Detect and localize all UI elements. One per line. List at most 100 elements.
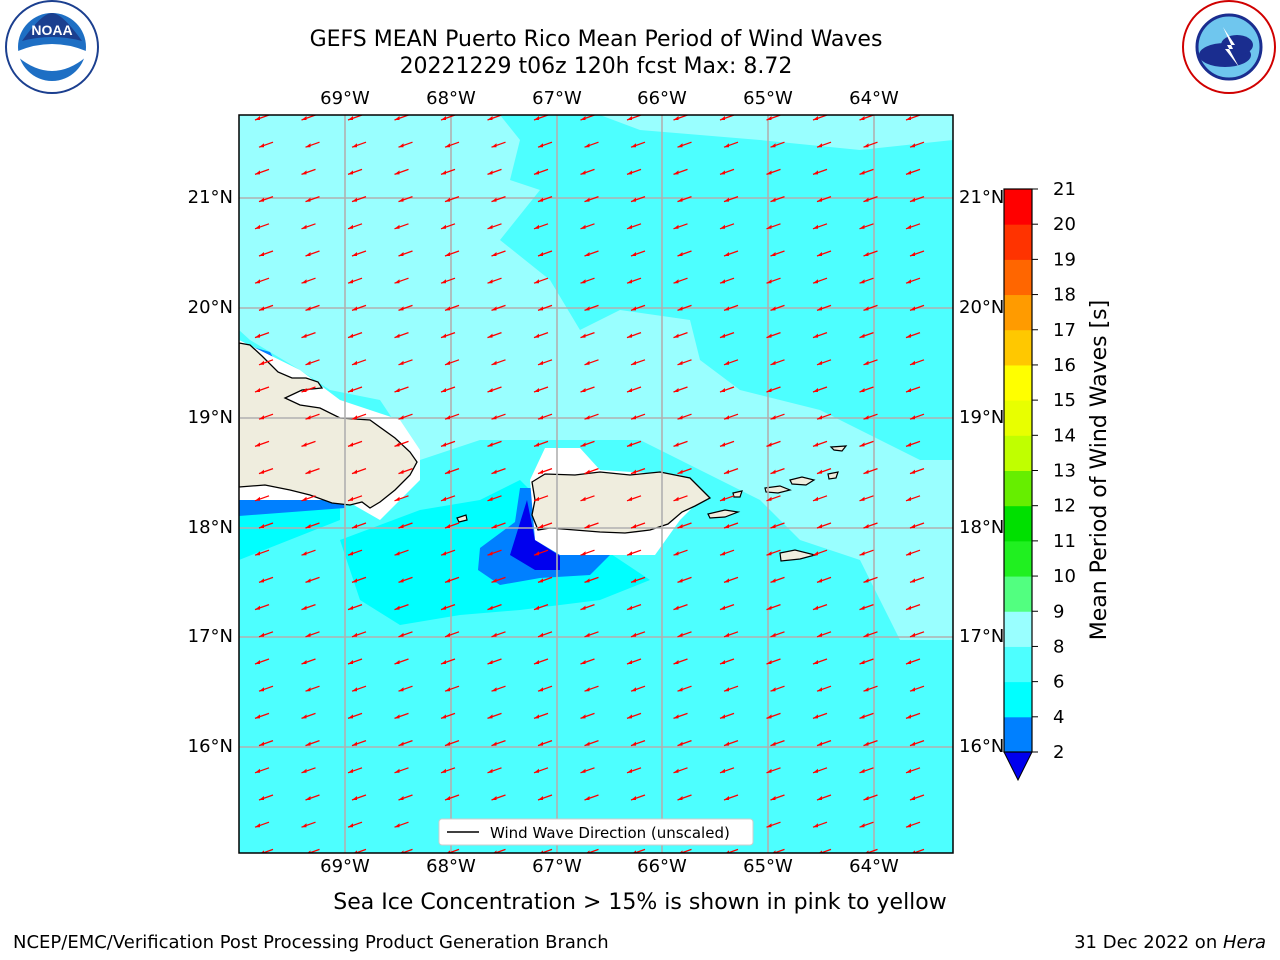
wave-direction-arrowhead <box>259 306 264 311</box>
wave-direction-arrowhead <box>673 333 679 338</box>
wave-direction-arrowhead <box>813 442 818 447</box>
wave-direction-arrowhead <box>863 687 869 692</box>
wave-direction-arrowhead <box>766 605 772 610</box>
wave-direction-arrowhead <box>580 660 586 664</box>
wave-direction-arrowhead <box>863 796 869 800</box>
colorbar-tick-label: 2 <box>1053 742 1064 763</box>
wave-direction-arrowhead <box>906 333 911 338</box>
wave-direction-arrowhead <box>487 116 493 120</box>
lon-tick-bottom: 69°W <box>320 856 370 877</box>
wave-direction-arrowhead <box>538 796 543 800</box>
wave-direction-arrowhead <box>584 578 590 583</box>
wave-direction-arrowhead <box>305 415 311 420</box>
colorbar-segment <box>1004 470 1032 507</box>
wave-direction-arrowhead <box>259 252 264 256</box>
puerto-rico-land <box>531 471 712 534</box>
wave-direction-arrowhead <box>580 714 586 719</box>
wave-direction-arrowhead <box>677 741 683 746</box>
vieques-island <box>707 509 741 519</box>
graticule <box>239 115 953 853</box>
wave-direction-arrowhead <box>538 360 543 365</box>
wave-direction-arrowhead <box>487 333 493 338</box>
wave-direction-arrowhead <box>584 469 590 474</box>
wave-direction-arrowhead <box>259 796 264 800</box>
wave-direction-arrowhead <box>766 279 772 284</box>
lat-tick-left: 16°N <box>187 736 233 757</box>
wave-direction-arrowhead <box>445 687 450 692</box>
lon-tick-bottom: 68°W <box>426 856 476 877</box>
wave-direction-arrowhead <box>301 660 307 664</box>
wave-direction-arrowhead <box>538 632 543 637</box>
wave-direction-arrowhead <box>766 660 772 664</box>
wave-direction-arrowhead <box>677 415 683 420</box>
wave-direction-arrowhead <box>348 551 353 556</box>
wave-direction-arrowhead <box>255 605 260 610</box>
colorbar-tick-label: 6 <box>1053 672 1064 693</box>
wave-direction-arrowhead <box>627 660 632 664</box>
wave-direction-arrowhead <box>491 578 497 583</box>
wave-direction-arrowhead <box>910 632 915 637</box>
wave-direction-arrowhead <box>398 360 404 365</box>
noaa-logo-text: NOAA <box>31 22 72 38</box>
wave-direction-arrowhead <box>720 660 725 664</box>
colorbar-segment <box>1004 259 1032 296</box>
wave-direction-arrowhead <box>398 415 404 420</box>
wave-direction-arrowhead <box>631 741 636 746</box>
wave-direction-arrowhead <box>673 388 679 392</box>
wave-direction-arrowhead <box>394 442 400 447</box>
wave-direction-arrowhead <box>910 306 915 311</box>
wave-direction-arrowhead <box>673 224 679 229</box>
wave-direction-arrowhead <box>538 252 543 256</box>
wave-direction-arrowhead <box>720 333 725 338</box>
wave-direction-arrowhead <box>398 632 404 637</box>
wave-direction-arrowhead <box>394 605 400 610</box>
wave-direction-arrowhead <box>441 279 446 284</box>
lon-tick-top: 65°W <box>743 88 793 109</box>
wave-direction-arrowhead <box>720 714 725 719</box>
wave-direction-arrowhead <box>487 442 493 447</box>
wave-direction-arrowhead <box>348 714 353 719</box>
wave-direction-arrowhead <box>813 170 818 175</box>
colorbar-segment <box>1004 646 1032 683</box>
wave-direction-arrowhead <box>910 469 915 474</box>
colorbar: 2 4 6 8 9 10 11 12 13 14 15 16 17 18 19 20 21 Mean Period… <box>1003 179 1112 782</box>
lat-tick-left: 18°N <box>187 517 233 538</box>
wave-direction-arrowhead <box>863 197 869 202</box>
wave-direction-arrowhead <box>720 279 725 284</box>
wave-direction-arrowhead <box>677 632 683 637</box>
wave-direction-arrowhead <box>255 496 260 501</box>
wave-direction-arrowhead <box>352 741 357 746</box>
wave-direction-arrowhead <box>487 224 493 229</box>
wave-direction-arrowhead <box>631 306 636 311</box>
colorbar-segment <box>1004 224 1032 260</box>
period-2-4-region <box>239 500 345 516</box>
wave-direction-arrowhead <box>398 741 404 746</box>
colorbar-tick-label: 8 <box>1053 636 1064 657</box>
wave-direction-arrowhead <box>627 333 632 338</box>
wave-direction-arrowhead <box>352 469 357 474</box>
wave-direction-arrowhead <box>352 632 357 637</box>
wave-direction-arrowhead <box>817 524 822 528</box>
wave-direction-arrowhead <box>910 197 915 202</box>
wave-direction-arrowhead <box>255 823 260 828</box>
wave-direction-arrowhead <box>724 741 729 746</box>
wave-direction-arrowhead <box>770 252 776 256</box>
wave-direction-arrowhead <box>627 388 632 392</box>
colorbar-segment <box>1004 576 1032 612</box>
wave-direction-arrowhead <box>677 306 683 311</box>
virgin-islands <box>827 471 839 480</box>
wave-direction-arrowhead <box>534 116 539 120</box>
wave-direction-arrowhead <box>301 442 307 447</box>
wave-direction-arrowhead <box>305 578 311 583</box>
wave-direction-arrowhead <box>863 741 869 746</box>
wave-direction-arrowhead <box>491 524 497 528</box>
wave-direction-arrowhead <box>534 551 539 556</box>
wave-direction-arrowhead <box>487 388 493 392</box>
wave-direction-arrow <box>679 848 692 853</box>
wave-direction-arrowhead <box>441 714 446 719</box>
wave-direction-arrowhead <box>398 252 404 256</box>
wave-direction-arrowhead <box>770 469 776 474</box>
lon-tick-top: 66°W <box>637 88 687 109</box>
wave-direction-arrowhead <box>859 823 865 828</box>
